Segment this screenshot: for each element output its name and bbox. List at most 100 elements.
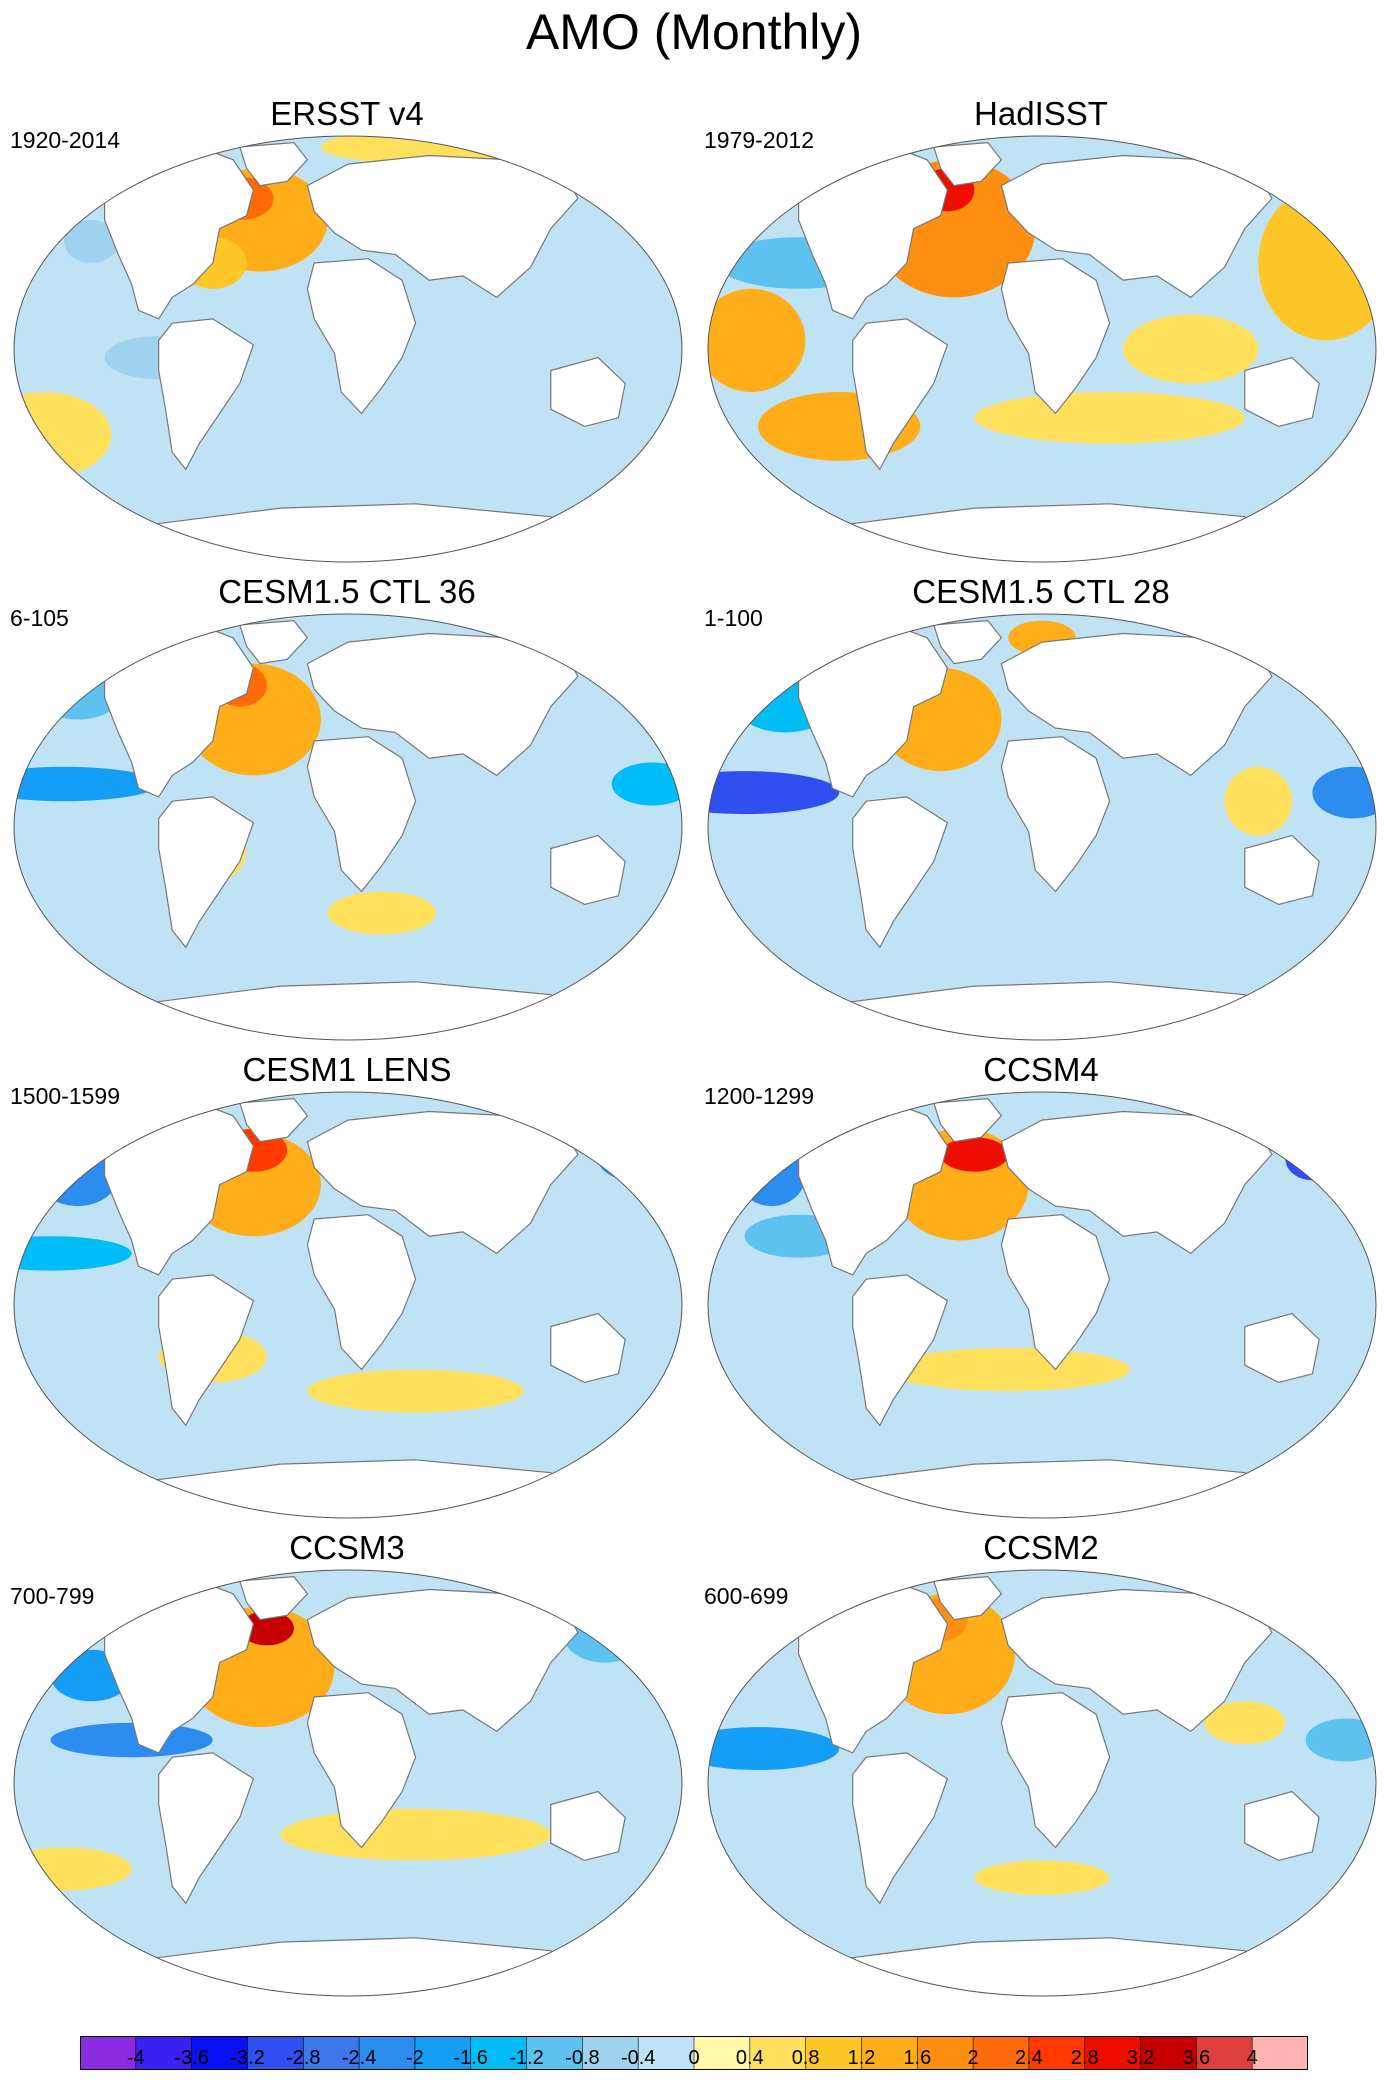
sst-anomaly-contour [598, 1137, 666, 1181]
sst-anomaly-contour [886, 1348, 1130, 1391]
map-canvas [707, 135, 1377, 563]
land-mask [103, 1580, 255, 1754]
colorbar-segment [917, 2036, 974, 2070]
colorbar-tick-label: -1.2 [509, 2047, 544, 2069]
land-mask [239, 1575, 309, 1621]
sst-anomaly-contour [708, 771, 840, 815]
colorbar-segment [1028, 2036, 1086, 2070]
sst-anomaly-contour [327, 891, 436, 935]
map-canvas [13, 1091, 683, 1519]
land-mask [550, 1790, 626, 1862]
land-mask [306, 1588, 579, 1733]
colorbar-tick-label: 0 [688, 2047, 700, 2069]
world-map [704, 134, 1380, 569]
panel-period-label: 1-100 [704, 605, 763, 631]
land-mask [1000, 1588, 1273, 1733]
map-panel: CCSM4 1200-1299 [694, 1042, 1388, 1520]
land-mask [1000, 1692, 1111, 1849]
colorbar-tick-label: 4 [1246, 2047, 1258, 2069]
sst-anomaly-contour [974, 392, 1245, 444]
land-mask [1000, 736, 1111, 893]
colorbar-segment [1084, 2036, 1142, 2070]
colorbar [80, 2036, 1308, 2070]
colorbar-tick-label: -2.8 [286, 2047, 321, 2069]
colorbar-tick-label: -0.4 [620, 2047, 656, 2069]
land-mask [1244, 1312, 1320, 1384]
land-mask [1000, 1214, 1111, 1371]
land-mask [933, 619, 1003, 665]
colorbar-tick-label: -3.6 [174, 2047, 209, 2069]
colorbar-segment [414, 2036, 472, 2070]
panel-period-label: 1500-1599 [10, 1083, 120, 1109]
world-map [10, 1568, 686, 2003]
world-map [10, 612, 686, 1047]
colorbar-segment [749, 2036, 807, 2070]
colorbar-tick-label: -0.8 [565, 2047, 600, 2069]
land-mask [797, 1102, 949, 1276]
land-mask [306, 258, 417, 415]
panel-title: HadISST [974, 95, 1108, 132]
land-mask [797, 624, 949, 798]
land-mask [1000, 154, 1273, 299]
panel-title: CCSM2 [983, 1529, 1099, 1566]
colorbar-segment [526, 2036, 583, 2070]
figure-title: AMO (Monthly) [525, 4, 863, 60]
land-mask [158, 1752, 255, 1905]
panel-title: CCSM3 [289, 1529, 405, 1566]
map-canvas [13, 1569, 683, 1997]
sst-anomaly-contour [940, 1137, 1009, 1172]
world-map [10, 134, 686, 569]
colorbar-tick-label: 3.2 [1126, 2047, 1155, 2069]
land-mask [1244, 834, 1320, 906]
land-mask [239, 1097, 309, 1143]
land-mask [550, 834, 626, 906]
map-border [707, 135, 1377, 563]
colorbar-segment [694, 2036, 751, 2070]
map-border [13, 1569, 683, 1997]
world-map [704, 1568, 1380, 2003]
colorbar-tick-label: 0.8 [791, 2047, 820, 2069]
colorbar-segment [1252, 2036, 1308, 2070]
colorbar-tick-label: 2 [967, 2047, 979, 2069]
colorbar-tick-label: 0.4 [735, 2047, 764, 2069]
sst-anomaly-contour [14, 1236, 132, 1271]
map-border [13, 613, 683, 1041]
map-border [707, 613, 1377, 1041]
map-panel: CCSM2 600-699 [694, 1520, 1388, 1998]
panel-period-label: 1979-2012 [704, 127, 814, 153]
colorbar-segment [191, 2036, 248, 2070]
panel-period-label: 1200-1299 [704, 1083, 814, 1109]
map-canvas [13, 135, 683, 563]
land-mask [1244, 1790, 1320, 1862]
sst-anomaly-contour [307, 1369, 524, 1413]
land-mask [306, 632, 579, 777]
sst-anomaly-contour [1123, 314, 1259, 384]
land-mask [103, 146, 255, 320]
land-mask [550, 1312, 626, 1384]
colorbar-segment [80, 2036, 137, 2070]
panel-title: CESM1 LENS [242, 1051, 452, 1088]
map-canvas [707, 1091, 1377, 1519]
land-mask [239, 619, 309, 665]
sst-anomaly-contour [1285, 1137, 1340, 1181]
sst-anomaly-contour [280, 1808, 551, 1861]
map-panel: CESM1 LENS 1500-1599 [0, 1042, 694, 1520]
land-mask [933, 141, 1003, 187]
world-map [704, 612, 1380, 1047]
map-border [13, 135, 683, 563]
colorbar-tick-label: 1.2 [847, 2047, 876, 2069]
sst-anomaly-contour [14, 392, 112, 478]
colorbar-tick-label: 3.6 [1182, 2047, 1211, 2069]
land-mask [852, 318, 949, 471]
colorbar-tick-label: -1.6 [453, 2047, 488, 2069]
colorbar-segment [638, 2036, 695, 2070]
colorbar-segment [805, 2036, 862, 2070]
map-border [707, 1091, 1377, 1519]
land-mask [1000, 632, 1273, 777]
map-panel: CCSM3 700-799 [0, 1520, 694, 1998]
colorbar-tick-label: 2.4 [1014, 2047, 1043, 2069]
land-mask [1000, 258, 1111, 415]
colorbar-segment [135, 2036, 193, 2070]
world-map [10, 1090, 686, 1525]
colorbar-segment [1140, 2036, 1197, 2070]
